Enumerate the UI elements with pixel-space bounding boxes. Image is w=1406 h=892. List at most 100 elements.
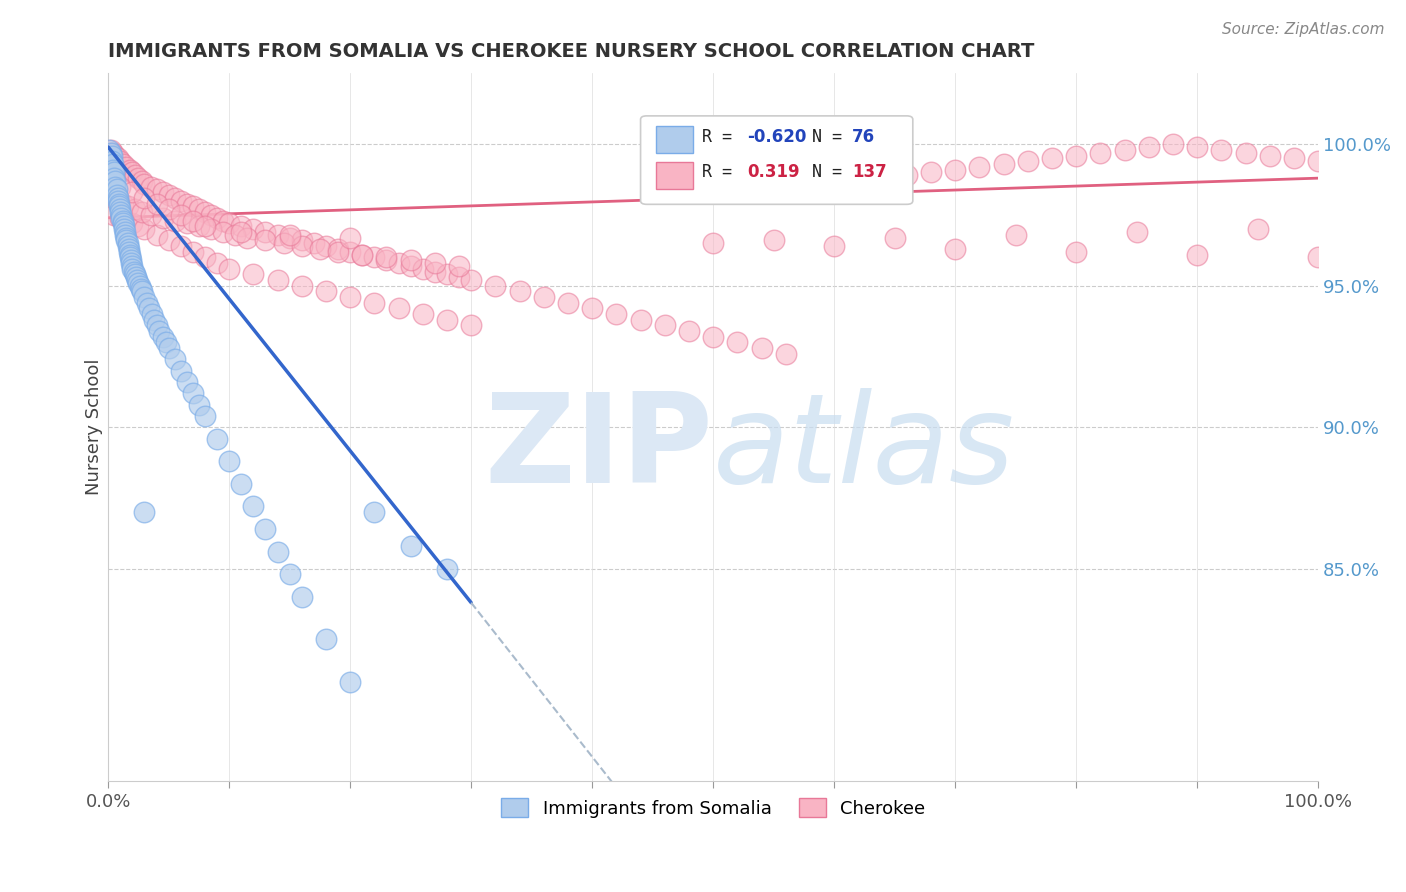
Point — [266, 227, 288, 242]
FancyBboxPatch shape — [641, 116, 912, 204]
Point — [266, 545, 288, 559]
Point — [339, 244, 361, 259]
Point — [484, 278, 506, 293]
Text: N =: N = — [813, 128, 852, 146]
Point — [107, 191, 129, 205]
Point — [101, 148, 124, 162]
Point — [205, 256, 228, 270]
Point — [460, 273, 482, 287]
Point — [107, 194, 129, 208]
Point — [124, 202, 146, 217]
Point — [654, 318, 676, 333]
Point — [1185, 247, 1208, 261]
Point — [205, 432, 228, 446]
Point — [181, 386, 204, 401]
Point — [205, 211, 228, 225]
Point — [799, 179, 821, 194]
Point — [100, 143, 122, 157]
Point — [117, 239, 139, 253]
Point — [605, 307, 627, 321]
Point — [194, 251, 217, 265]
Text: Source: ZipAtlas.com: Source: ZipAtlas.com — [1222, 22, 1385, 37]
Point — [118, 162, 141, 177]
Point — [134, 290, 156, 304]
Point — [872, 171, 894, 186]
Text: R =: R = — [702, 163, 742, 181]
Point — [152, 329, 174, 343]
Point — [120, 253, 142, 268]
Point — [399, 539, 422, 553]
Point — [399, 253, 422, 268]
Point — [242, 222, 264, 236]
Point — [111, 196, 134, 211]
Point — [775, 346, 797, 360]
Text: atlas: atlas — [713, 388, 1015, 509]
Point — [291, 239, 314, 253]
Point — [352, 247, 374, 261]
Point — [1308, 154, 1330, 169]
Point — [375, 251, 398, 265]
Point — [115, 234, 138, 248]
Legend: Immigrants from Somalia, Cherokee: Immigrants from Somalia, Cherokee — [494, 791, 932, 825]
Point — [110, 205, 132, 219]
Point — [121, 165, 143, 179]
Point — [124, 169, 146, 183]
Point — [762, 234, 785, 248]
Point — [1308, 251, 1330, 265]
Point — [309, 242, 332, 256]
Point — [110, 202, 132, 217]
Point — [1064, 244, 1087, 259]
Point — [969, 160, 991, 174]
Point — [115, 230, 138, 244]
Point — [187, 202, 209, 217]
Point — [131, 205, 153, 219]
Point — [315, 285, 337, 299]
Point — [118, 244, 141, 259]
Point — [273, 236, 295, 251]
Point — [135, 295, 157, 310]
Text: ZIP: ZIP — [485, 388, 713, 509]
Point — [423, 264, 446, 278]
Point — [200, 208, 222, 222]
Point — [110, 211, 132, 225]
Point — [134, 222, 156, 236]
Point — [110, 179, 132, 194]
Point — [157, 188, 180, 202]
Point — [1040, 152, 1063, 166]
Point — [107, 194, 129, 208]
Point — [387, 301, 409, 316]
Point — [823, 239, 845, 253]
FancyBboxPatch shape — [657, 161, 693, 189]
Point — [291, 590, 314, 604]
Point — [110, 154, 132, 169]
Point — [943, 162, 966, 177]
Point — [194, 205, 217, 219]
Point — [423, 256, 446, 270]
Point — [920, 165, 942, 179]
Point — [138, 301, 160, 316]
Point — [122, 264, 145, 278]
Point — [108, 199, 131, 213]
Point — [163, 352, 186, 367]
Text: N =: N = — [813, 163, 852, 181]
Point — [412, 307, 434, 321]
Point — [278, 227, 301, 242]
Text: R =: R = — [702, 128, 742, 146]
Point — [104, 179, 127, 194]
Point — [145, 196, 167, 211]
Point — [375, 253, 398, 268]
Point — [120, 256, 142, 270]
Point — [581, 301, 603, 316]
Point — [326, 242, 349, 256]
Point — [145, 318, 167, 333]
Point — [883, 230, 905, 244]
Point — [176, 375, 198, 389]
Point — [131, 285, 153, 299]
Point — [111, 213, 134, 227]
Point — [170, 363, 193, 377]
Point — [124, 268, 146, 282]
Point — [1114, 143, 1136, 157]
Point — [194, 409, 217, 423]
Point — [1125, 225, 1147, 239]
Point — [141, 307, 163, 321]
